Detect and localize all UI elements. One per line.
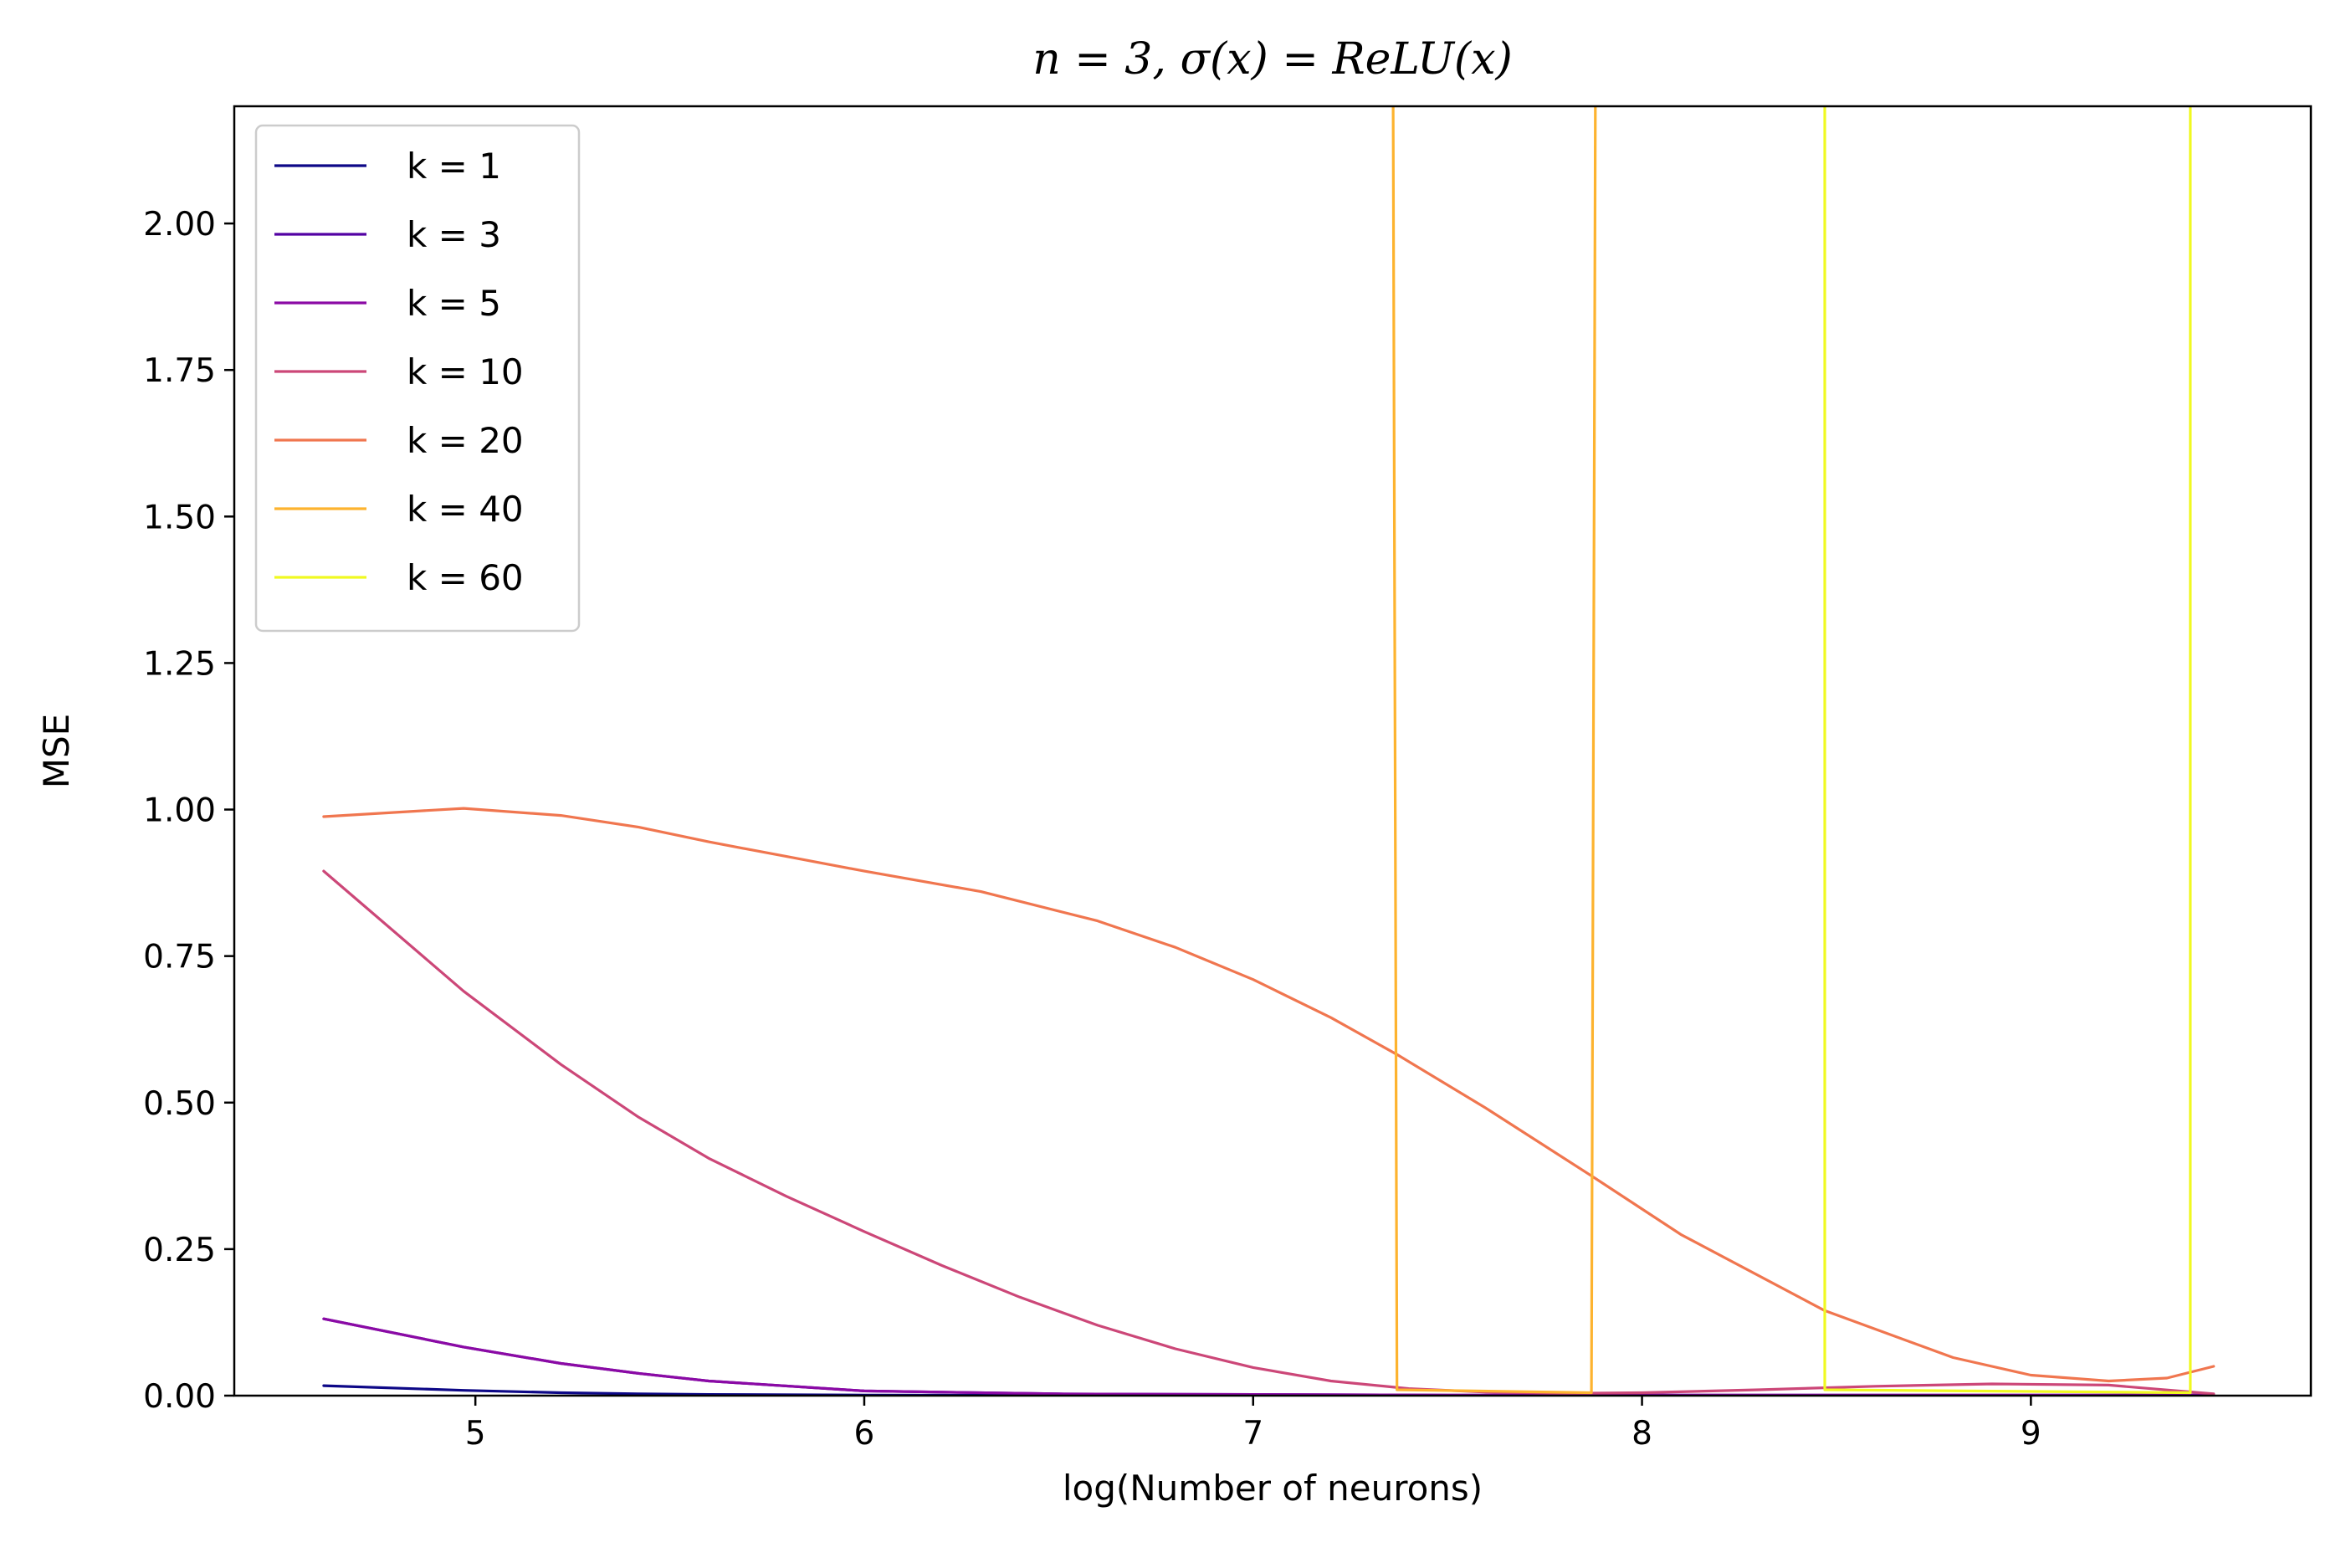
legend-label: k = 40: [407, 489, 524, 530]
legend-label: k = 10: [407, 351, 524, 392]
axis-ticks: 5 6 7 8 9 0.00 0.25 0.50 0.75 1.00 1.25 1.50 1.75 2.0…: [143, 206, 2041, 1453]
y-tick-label: 1.50: [143, 499, 216, 536]
x-tick-label: 5: [465, 1415, 486, 1453]
legend-label: k = 3: [407, 214, 501, 255]
y-tick-label: 1.75: [143, 352, 216, 390]
series-line-k-5: [322, 1317, 2215, 1396]
y-tick-label: 0.25: [143, 1232, 216, 1269]
plot-frame: [233, 105, 2313, 1397]
legend-label: k = 60: [407, 557, 524, 598]
series-line-k-10: [322, 869, 2215, 1396]
series-line-k-40: [1391, 106, 1597, 1395]
y-tick-label: 1.25: [143, 645, 216, 683]
x-tick-label: 9: [2021, 1415, 2041, 1453]
y-tick-label: 2.00: [143, 206, 216, 243]
series-line-k-20: [322, 807, 2215, 1383]
series-line-k-3: [322, 1317, 2215, 1396]
legend-label: k = 20: [407, 420, 524, 461]
x-axis-label: log(Number of neurons): [1063, 1468, 1483, 1509]
x-tick-label: 7: [1242, 1415, 1263, 1453]
plot-area: [322, 106, 2215, 1396]
series-line-k-60: [1823, 106, 2192, 1395]
x-tick-label: 8: [1632, 1415, 1652, 1453]
y-axis-label: MSE: [36, 714, 77, 788]
y-tick-label: 0.75: [143, 939, 216, 976]
y-tick-label: 1.00: [143, 792, 216, 830]
legend: k = 1 k = 3 k = 5 k = 10 k = 20 k = 40 k = 60: [254, 124, 581, 633]
chart-title: n = 3, σ(x) = ReLU(x): [1032, 34, 1513, 85]
legend-label: k = 5: [407, 283, 501, 324]
legend-label: k = 1: [407, 146, 501, 187]
legend-box: [254, 124, 581, 633]
y-tick-label: 0.50: [143, 1085, 216, 1123]
x-tick-label: 6: [854, 1415, 875, 1453]
y-tick-label: 0.00: [143, 1378, 216, 1416]
